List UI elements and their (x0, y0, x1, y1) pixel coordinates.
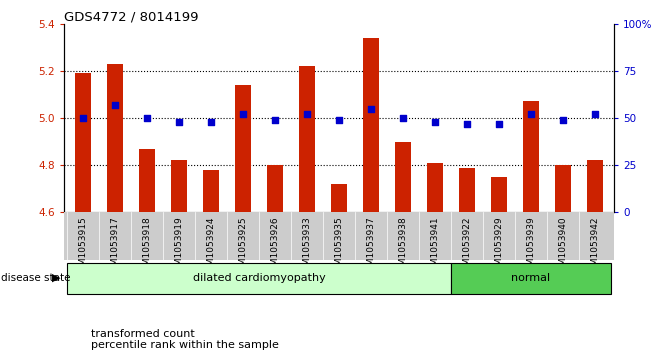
Point (78, 115, 89, 121)
Text: GSM1053939: GSM1053939 (526, 216, 535, 277)
Text: disease state: disease state (1, 273, 70, 283)
Text: dilated cardiomyopathy: dilated cardiomyopathy (193, 273, 325, 283)
Point (525, 111, 536, 117)
Point (142, 115, 152, 121)
Text: GSM1053933: GSM1053933 (303, 216, 311, 277)
Bar (299, 66, 315, 212)
Text: GSM1053940: GSM1053940 (558, 216, 567, 277)
Bar (203, 170, 219, 212)
Text: GSM1053942: GSM1053942 (590, 216, 599, 277)
Point (429, 119, 440, 125)
Bar (171, 160, 187, 212)
Point (366, 106, 376, 111)
Text: normal: normal (511, 273, 550, 283)
Bar (491, 177, 507, 212)
Point (333, 117, 344, 123)
Text: GSM1053925: GSM1053925 (238, 216, 248, 277)
Bar (523, 101, 539, 212)
FancyBboxPatch shape (451, 263, 611, 294)
Point (270, 117, 280, 123)
Bar (331, 184, 347, 212)
Text: GSM1053926: GSM1053926 (270, 216, 279, 277)
Text: GSM1053941: GSM1053941 (430, 216, 440, 277)
Bar (139, 148, 155, 212)
Text: GSM1053915: GSM1053915 (79, 216, 87, 277)
Bar (395, 142, 411, 212)
Text: GSM1053918: GSM1053918 (142, 216, 152, 277)
Text: GSM1053937: GSM1053937 (366, 216, 375, 277)
Bar (459, 167, 475, 212)
Bar (107, 64, 123, 212)
Bar (267, 165, 283, 212)
Text: GSM1053919: GSM1053919 (174, 216, 183, 277)
FancyBboxPatch shape (67, 263, 451, 294)
Text: GSM1053935: GSM1053935 (334, 216, 344, 277)
Text: percentile rank within the sample: percentile rank within the sample (91, 340, 279, 350)
Bar (586, 160, 603, 212)
Point (238, 111, 248, 117)
Bar (235, 85, 251, 212)
Text: GSM1053924: GSM1053924 (207, 216, 215, 277)
Text: transformed count: transformed count (91, 329, 195, 339)
Point (301, 111, 312, 117)
Bar (555, 165, 571, 212)
Text: GDS4772 / 8014199: GDS4772 / 8014199 (64, 11, 198, 24)
Text: GSM1053929: GSM1053929 (495, 216, 503, 277)
Bar (75, 73, 91, 212)
Point (174, 119, 185, 125)
Point (109, 102, 120, 108)
Point (493, 121, 504, 127)
Point (205, 119, 216, 125)
Bar (363, 38, 379, 212)
Text: GSM1053938: GSM1053938 (399, 216, 407, 277)
Text: GSM1053922: GSM1053922 (462, 216, 471, 277)
Point (558, 117, 568, 123)
Point (589, 111, 600, 117)
Point (462, 121, 472, 127)
Bar (427, 163, 443, 212)
Point (397, 115, 408, 121)
Text: GSM1053917: GSM1053917 (111, 216, 119, 277)
Text: ▶: ▶ (52, 273, 60, 283)
